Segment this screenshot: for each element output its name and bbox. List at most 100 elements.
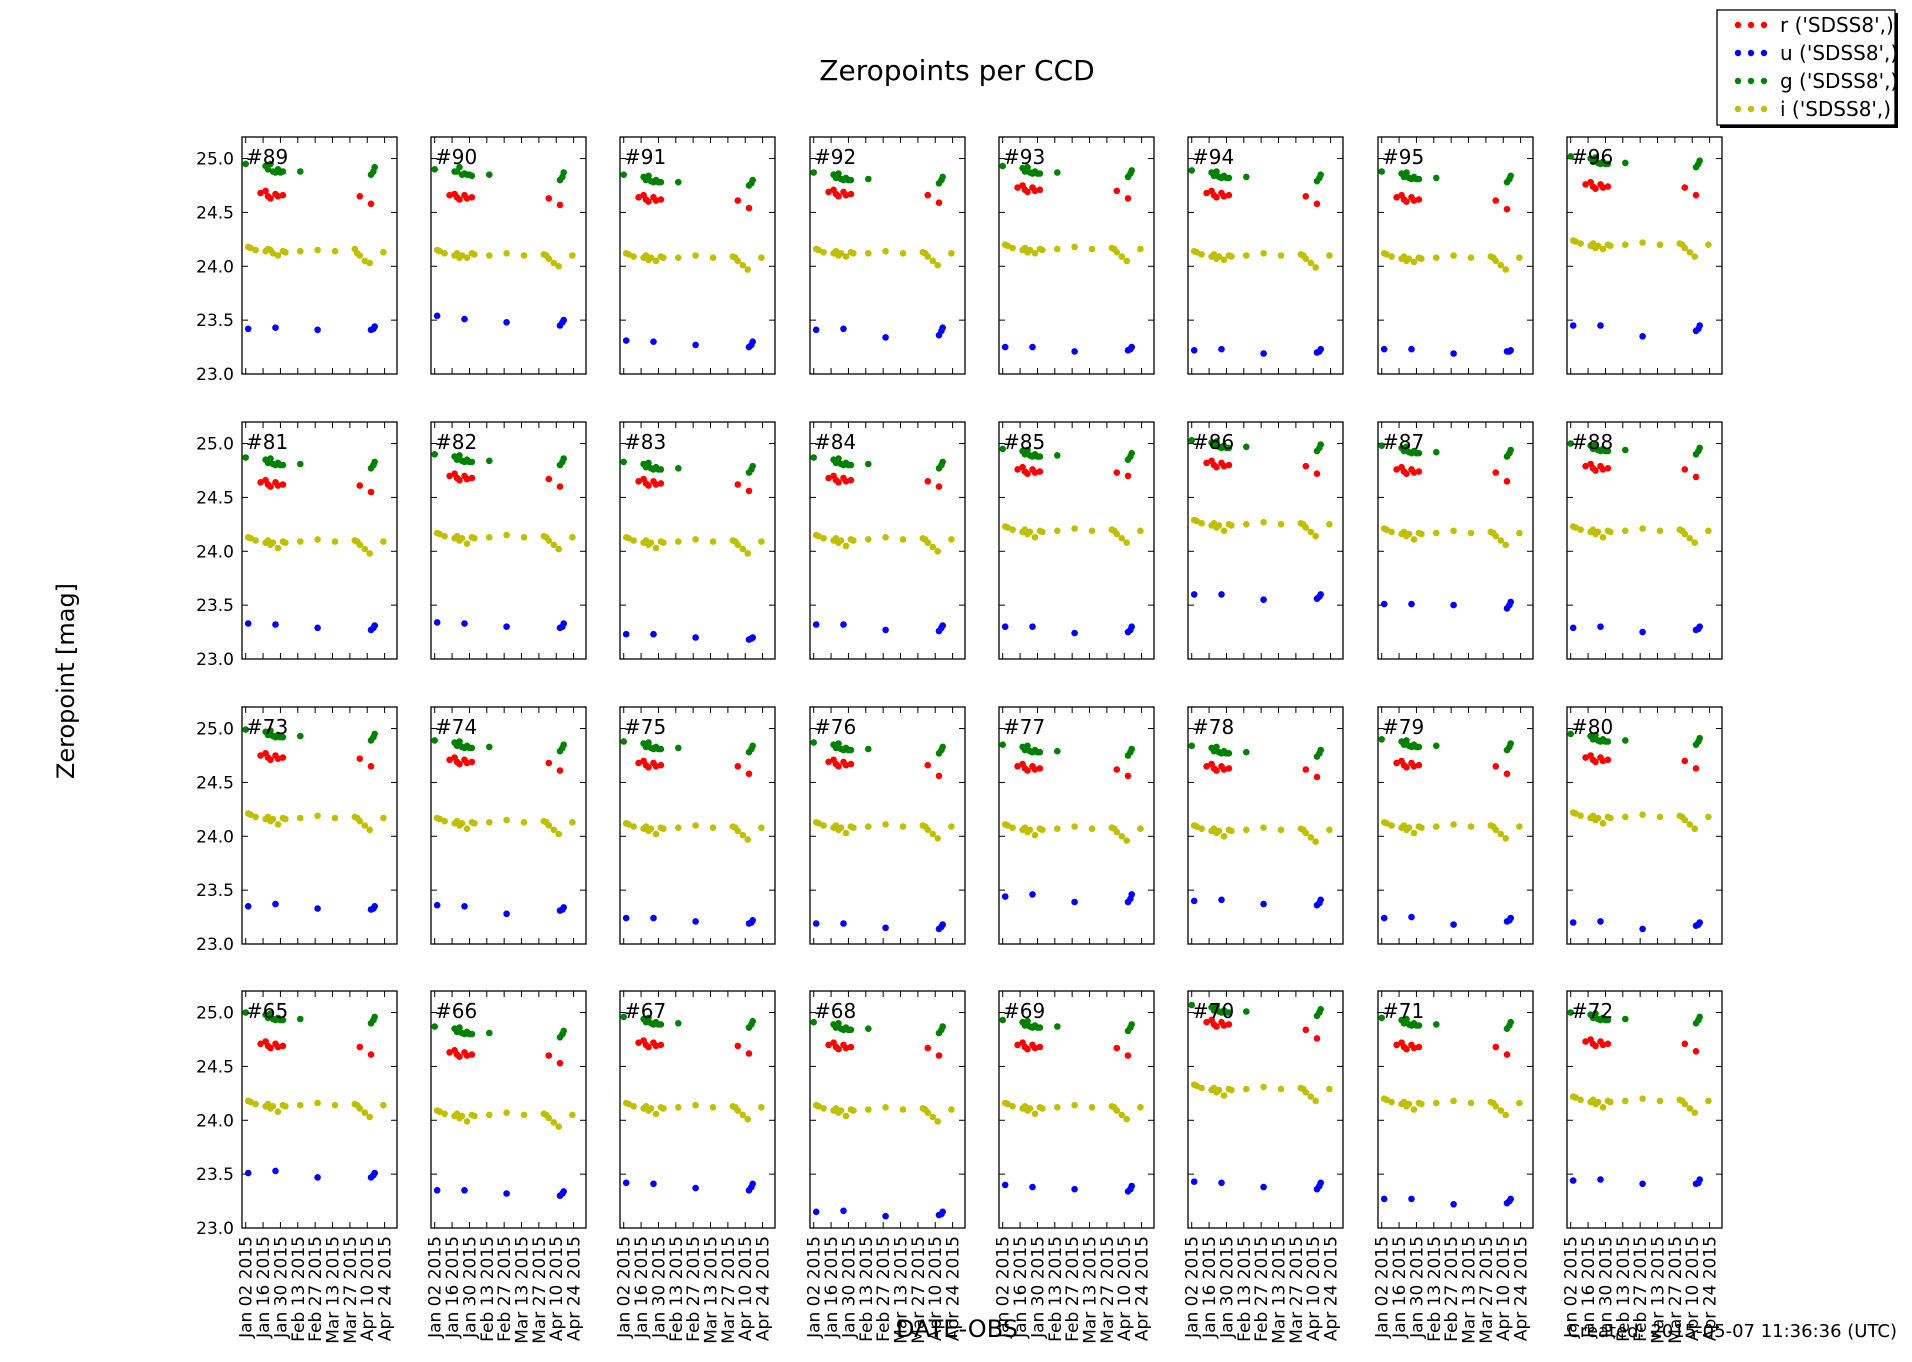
ccd-label: #70	[1192, 999, 1234, 1023]
point-i-band	[366, 550, 374, 557]
point-r-band	[734, 481, 742, 488]
point-g-band	[1696, 734, 1703, 742]
ccd-label: #86	[1192, 430, 1234, 454]
point-i-band	[503, 1109, 510, 1116]
point-r-band	[1014, 466, 1021, 473]
point-g-band	[1036, 1024, 1044, 1031]
point-u-band	[1597, 1176, 1604, 1183]
point-r-band	[1582, 754, 1589, 761]
point-r-band	[456, 760, 463, 768]
point-r-band	[1124, 1052, 1132, 1059]
point-i-band	[1467, 1099, 1475, 1107]
point-i-band	[1118, 253, 1126, 260]
point-i-band	[1071, 525, 1078, 532]
point-u-band	[433, 312, 441, 320]
point-u-band	[314, 326, 321, 334]
point-r-band	[356, 193, 364, 200]
point-i-band	[1088, 825, 1096, 832]
point-i-band	[630, 537, 637, 544]
point-u-band	[1380, 600, 1388, 608]
x-tick-label: Jan 16 2015	[443, 1236, 463, 1339]
point-u-band	[1001, 343, 1009, 351]
x-tick-label: Apr 10 2015	[547, 1236, 567, 1341]
point-i-band	[1088, 527, 1096, 535]
point-g-band	[847, 176, 855, 184]
point-u-band	[1507, 1195, 1514, 1203]
x-tick-label: Jan 30 2015	[649, 1236, 669, 1339]
point-r-band	[1492, 1043, 1500, 1051]
point-i-band	[837, 250, 845, 257]
point-r-band	[935, 772, 943, 780]
point-g-band	[560, 741, 567, 748]
point-i-band	[842, 1112, 850, 1120]
point-g-band	[810, 454, 817, 461]
point-i-band	[1031, 534, 1039, 541]
point-i-band	[1405, 1100, 1413, 1108]
point-i-band	[850, 1107, 857, 1114]
point-i-band	[545, 822, 553, 829]
point-r-band	[1313, 1035, 1321, 1042]
point-r-band	[545, 195, 553, 202]
x-tick-label: Jan 16 2015	[822, 1236, 842, 1339]
point-i-band	[550, 826, 558, 834]
point-i-band	[1220, 1092, 1228, 1099]
point-i-band	[252, 813, 259, 821]
point-i-band	[1410, 258, 1418, 266]
point-u-band	[692, 1184, 699, 1192]
ccd-label: #87	[1382, 430, 1424, 454]
x-tick-label: Jan 02 2015	[994, 1236, 1014, 1339]
point-i-band	[1686, 249, 1694, 256]
point-g-band	[1696, 157, 1703, 164]
point-i-band	[361, 1109, 369, 1116]
x-tick-label: Mar 27 2015	[909, 1236, 929, 1344]
point-i-band	[865, 536, 872, 543]
point-i-band	[692, 1101, 699, 1109]
point-g-band	[279, 461, 287, 469]
ccd-label: #79	[1382, 715, 1424, 739]
point-u-band	[812, 1208, 820, 1216]
point-i-band	[471, 535, 478, 542]
point-r-band	[1681, 1040, 1689, 1048]
point-i-band	[734, 541, 742, 549]
point-i-band	[744, 836, 751, 843]
point-i-band	[1088, 245, 1096, 253]
point-i-band	[929, 1113, 937, 1121]
point-i-band	[758, 1104, 765, 1111]
point-u-band	[244, 620, 252, 627]
point-i-band	[503, 816, 510, 824]
point-g-band	[456, 163, 463, 171]
ccd-panel-74: #74	[430, 706, 587, 945]
point-i-band	[1243, 521, 1250, 528]
point-i-band	[837, 824, 845, 831]
point-r-band	[1604, 1040, 1612, 1048]
point-i-band	[1418, 1100, 1425, 1108]
point-i-band	[458, 252, 466, 259]
point-i-band	[1388, 822, 1395, 829]
point-i-band	[1026, 1105, 1034, 1112]
point-i-band	[630, 823, 637, 830]
point-g-band	[1507, 740, 1514, 747]
point-g-band	[1054, 169, 1061, 176]
point-u-band	[1696, 322, 1703, 329]
point-i-band	[1220, 833, 1228, 840]
point-i-band	[297, 538, 304, 545]
point-r-band	[1024, 1045, 1031, 1053]
point-i-band	[297, 814, 304, 822]
point-i-band	[1502, 541, 1509, 549]
point-r-band	[456, 476, 463, 484]
point-u-band	[314, 905, 321, 912]
point-i-band	[739, 831, 747, 839]
point-g-band	[1317, 1006, 1324, 1013]
point-i-band	[252, 246, 259, 254]
point-g-band	[1433, 742, 1440, 750]
point-i-band	[1497, 261, 1505, 269]
point-g-band	[939, 458, 946, 466]
point-i-band	[380, 538, 387, 545]
point-r-band	[652, 1042, 660, 1050]
point-r-band	[1225, 765, 1233, 772]
point-r-band	[835, 1045, 842, 1053]
point-u-band	[749, 1180, 756, 1188]
point-g-band	[865, 175, 872, 183]
